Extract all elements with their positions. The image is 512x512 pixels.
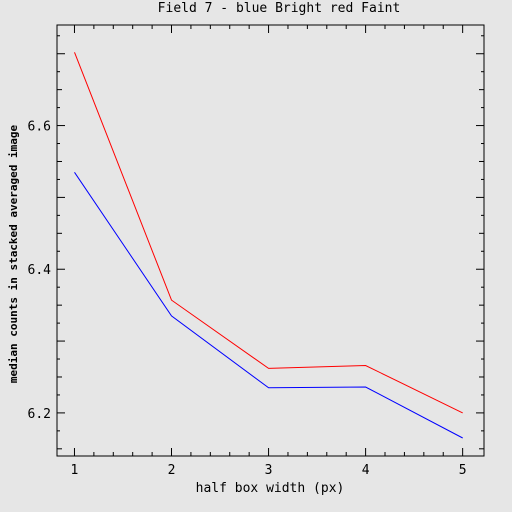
x-axis-label: half box width (px) <box>196 481 345 496</box>
x-tick-label: 2 <box>168 463 176 478</box>
axis-ticks: 1 2 3 4 5 6.2 6.4 6.6 <box>28 25 484 478</box>
y-tick-label: 6.2 <box>28 407 51 422</box>
red-series-line <box>74 52 463 414</box>
x-tick-label: 4 <box>362 463 370 478</box>
y-tick-label: 6.6 <box>28 120 51 135</box>
plot-frame <box>56 24 485 457</box>
chart-title: Field 7 - blue Bright red Faint <box>158 1 401 16</box>
x-tick-label: 3 <box>265 463 273 478</box>
blue-series-line <box>74 172 463 439</box>
y-axis-label: median counts in stacked averaged image <box>7 124 20 383</box>
x-tick-label: 5 <box>459 463 467 478</box>
data-series <box>74 52 463 439</box>
y-tick-label: 6.4 <box>28 263 52 278</box>
x-tick-label: 1 <box>71 463 79 478</box>
